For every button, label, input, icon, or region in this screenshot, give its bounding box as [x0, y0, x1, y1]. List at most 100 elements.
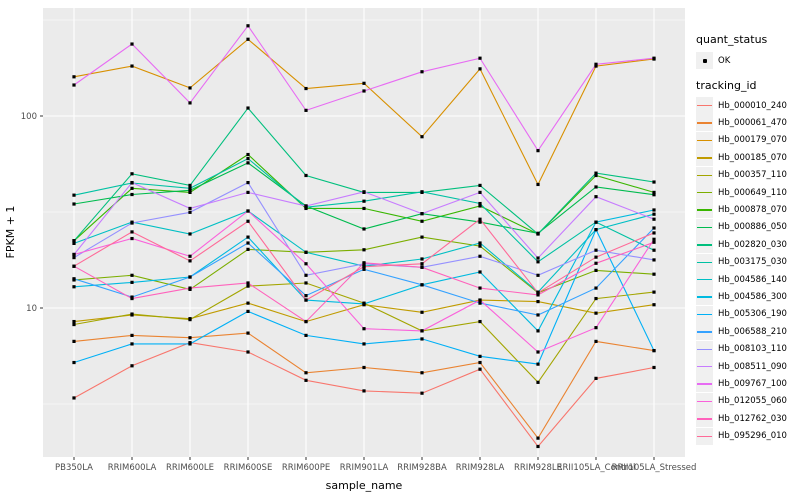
- data-point: [130, 172, 134, 176]
- line-chart: 100 10 PB350LA RRIM600LA RRIM600LE RRIM600SE R…: [4, 8, 696, 492]
- data-point: [478, 190, 482, 195]
- data-point: [72, 239, 76, 243]
- series-color-key: [696, 305, 713, 323]
- x-tick-label: RRIM901LA: [340, 463, 389, 473]
- series-color-key: [696, 253, 713, 271]
- legend-item-Hb_008511_090: Hb_008511_090: [696, 358, 787, 375]
- data-point: [652, 212, 656, 216]
- data-point: [536, 149, 540, 153]
- data-point: [594, 376, 598, 380]
- data-point: [652, 248, 656, 252]
- data-point: [420, 310, 424, 314]
- data-point: [130, 364, 134, 368]
- series-color-key: [696, 184, 713, 201]
- data-point: [652, 226, 656, 230]
- data-point: [304, 294, 308, 298]
- legend-item-Hb_002820_030: Hb_002820_030: [696, 236, 787, 254]
- series-color-key: [696, 375, 713, 393]
- legend-item-label: Hb_000649_110: [718, 187, 787, 198]
- data-point: [478, 319, 482, 324]
- series-color-key: [696, 323, 713, 341]
- data-point: [652, 231, 656, 235]
- data-point: [130, 296, 134, 301]
- data-point: [72, 285, 76, 289]
- legend-item-ok: OK: [696, 52, 730, 69]
- data-point: [594, 326, 598, 330]
- data-point: [420, 190, 424, 194]
- series-color-key: [696, 201, 713, 219]
- data-point: [478, 183, 482, 188]
- data-point: [536, 329, 540, 333]
- data-point: [478, 298, 482, 302]
- data-point: [362, 265, 366, 269]
- data-point: [478, 201, 482, 206]
- data-point: [362, 342, 366, 346]
- legend-item-label: Hb_006588_210: [718, 326, 787, 337]
- data-point: [246, 37, 250, 41]
- data-point: [652, 237, 656, 241]
- data-point: [304, 371, 308, 375]
- data-point: [304, 333, 308, 337]
- data-point: [536, 362, 540, 366]
- data-point: [188, 210, 192, 214]
- data-point: [420, 262, 424, 266]
- legend-item-label: Hb_009767_100: [718, 378, 787, 389]
- series-color-key: [696, 427, 713, 445]
- data-point: [130, 273, 134, 277]
- data-point: [536, 444, 540, 449]
- legend-item-label: Hb_000886_050: [718, 222, 787, 233]
- data-point: [246, 152, 250, 157]
- data-point: [188, 286, 192, 290]
- data-point: [130, 236, 134, 241]
- legend: quant_status OK tracking_id Hb_000010_24…: [690, 0, 800, 500]
- data-point: [130, 280, 134, 284]
- legend-item-label: Hb_004586_140: [718, 274, 787, 285]
- series-color-key: [696, 340, 713, 358]
- x-tick-label: RRII105LA_Control: [557, 463, 636, 473]
- data-point: [362, 248, 366, 252]
- data-point: [536, 232, 540, 236]
- data-point: [304, 108, 308, 112]
- data-point: [304, 86, 308, 91]
- legend-item-Hb_000357_110: Hb_000357_110: [696, 166, 787, 184]
- data-point: [594, 228, 598, 232]
- data-point: [652, 193, 656, 197]
- data-point: [130, 192, 134, 197]
- data-point: [362, 389, 366, 393]
- x-tick-label: RRII105LA_Stressed: [612, 463, 697, 473]
- data-point: [478, 241, 482, 245]
- data-point: [246, 190, 250, 195]
- y-tick-label: 100: [21, 112, 37, 122]
- data-point: [72, 193, 76, 197]
- data-point: [72, 256, 76, 260]
- data-point: [72, 277, 76, 281]
- data-point: [188, 190, 192, 195]
- data-point: [362, 227, 366, 231]
- legend-item-Hb_004586_140: Hb_004586_140: [696, 271, 787, 288]
- x-tick-label: RRIM928LE: [514, 463, 562, 473]
- data-point: [188, 206, 192, 211]
- legend-item-label: Hb_012762_030: [718, 413, 787, 424]
- data-point: [362, 302, 366, 306]
- x-axis-title: sample_name: [326, 479, 403, 492]
- legend-item-label: Hb_000878_070: [718, 204, 787, 215]
- data-point: [362, 89, 366, 93]
- data-point: [420, 391, 424, 395]
- data-point: [536, 182, 540, 187]
- data-point: [536, 273, 540, 277]
- legend-item-Hb_095296_010: Hb_095296_010: [696, 427, 787, 445]
- legend-item-label: Hb_000179_070: [718, 135, 787, 146]
- data-point: [130, 342, 134, 346]
- data-point: [362, 199, 366, 203]
- data-point: [246, 284, 250, 288]
- data-point: [478, 354, 482, 358]
- data-point: [188, 186, 192, 190]
- legend-item-label: Hb_003175_030: [718, 257, 787, 268]
- x-tick-label: RRIM600LA: [108, 463, 157, 473]
- data-point: [188, 259, 192, 263]
- series-color-key: [696, 131, 713, 149]
- legend-item-Hb_000878_070: Hb_000878_070: [696, 201, 787, 219]
- legend-item-Hb_000010_240: Hb_000010_240: [696, 97, 787, 114]
- legend-item-Hb_008103_110: Hb_008103_110: [696, 340, 787, 358]
